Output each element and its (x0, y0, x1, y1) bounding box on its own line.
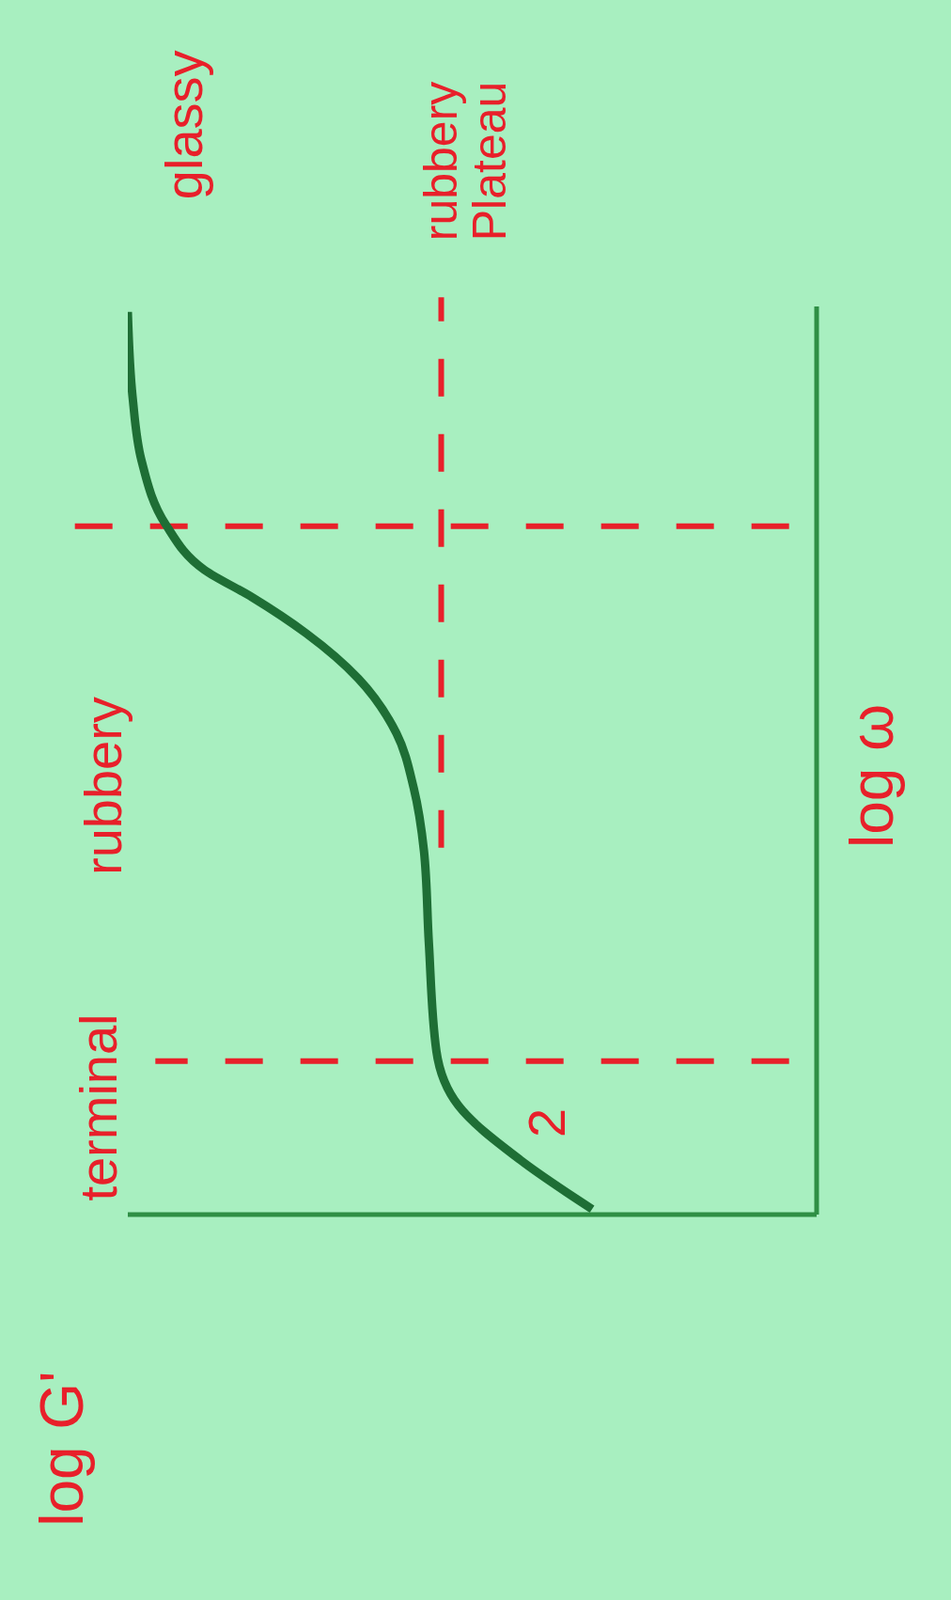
svg-text:rubberyPlateau: rubberyPlateau (414, 81, 517, 242)
svg-text:log G': log G' (28, 1371, 96, 1527)
svg-text:glassy: glassy (154, 49, 214, 200)
svg-text:rubbery: rubbery (72, 696, 132, 875)
svg-text:terminal: terminal (67, 1013, 127, 1201)
svg-text:log ω: log ω (838, 703, 906, 848)
svg-text:2: 2 (515, 1107, 576, 1138)
